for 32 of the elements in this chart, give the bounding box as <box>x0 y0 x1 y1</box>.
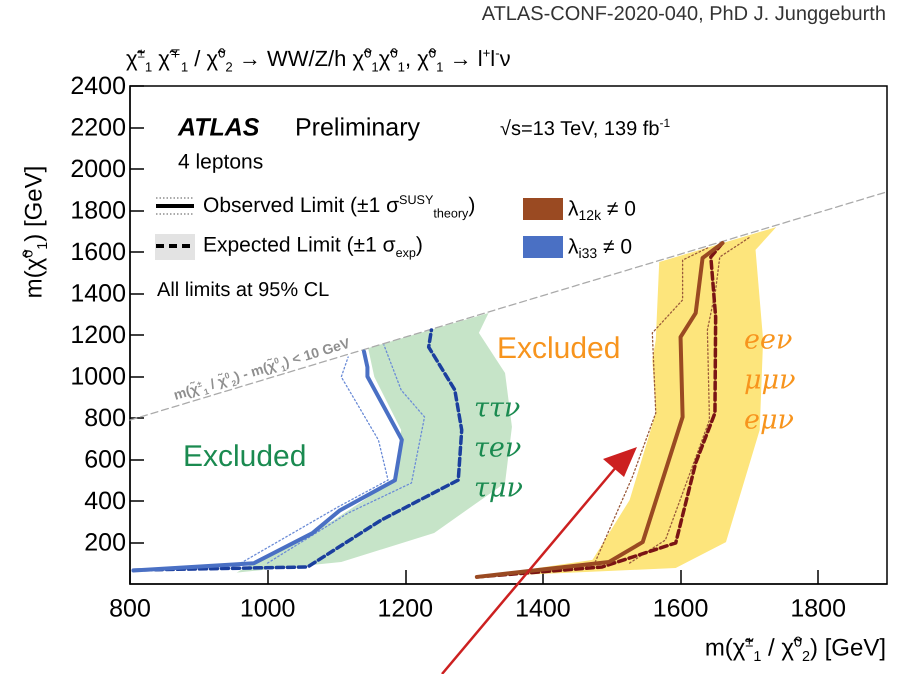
x-tick-label: 1600 <box>652 594 708 622</box>
annotation: τeν <box>474 432 522 464</box>
y-tick-label: 1800 <box>70 196 126 224</box>
y-tick-label: 1200 <box>70 321 126 349</box>
annotation: Excluded <box>183 440 306 473</box>
y-tick-label: 400 <box>84 487 126 515</box>
annotation: √s=13 TeV, 139 fb$^{-1}$ <box>500 116 670 140</box>
y-tick-label: 1400 <box>70 280 126 308</box>
x-tick-label: 1200 <box>377 594 434 622</box>
line-series <box>132 328 464 572</box>
annotation: τμν <box>474 472 523 504</box>
annotation: Excluded <box>497 332 620 365</box>
chart-subtitle: ATLAS-CONF-2020-040, PhD J. Junggeburth <box>482 3 886 25</box>
annotation: ATLAS <box>178 114 260 142</box>
annotation: Expected Limit (±1 σ$_{exp}$) <box>203 234 423 260</box>
y-tick-label: 1600 <box>70 238 126 266</box>
y-tick-label: 600 <box>84 446 126 474</box>
y-tick-label: 1000 <box>70 362 126 390</box>
annotation: Observed Limit (±1 σ$^{SUSY}$$_{theory}$) <box>203 193 476 220</box>
annotation: All limits at 95% CL <box>157 279 330 301</box>
x-tick-label: 1000 <box>240 594 296 622</box>
annotation: Preliminary <box>295 114 420 142</box>
annotation: 4 leptons <box>178 150 264 174</box>
y-tick-label: 2000 <box>70 155 126 183</box>
y-tick-label: 800 <box>84 404 126 432</box>
y-tick-label: 2200 <box>70 114 126 142</box>
annotation: ττν <box>474 392 520 424</box>
y-tick-label: 2400 <box>70 72 126 100</box>
x-tick-label: 1400 <box>515 594 571 622</box>
y-tick-label: 200 <box>84 528 126 556</box>
x-tick-label: 800 <box>109 594 151 622</box>
x-tick-label: 1800 <box>790 594 846 622</box>
